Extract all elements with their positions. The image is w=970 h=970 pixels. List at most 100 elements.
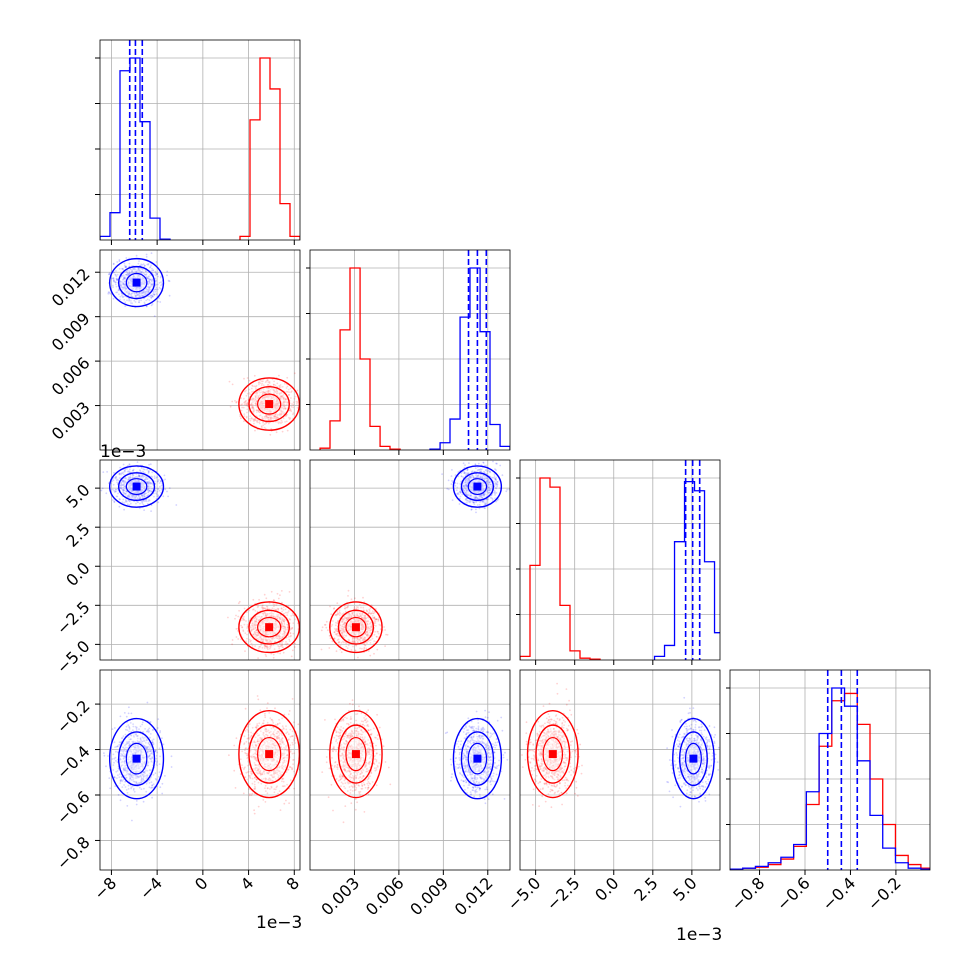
sample-point bbox=[161, 283, 163, 285]
sample-point bbox=[152, 269, 154, 272]
sample-point bbox=[149, 278, 151, 281]
sample-point bbox=[376, 648, 379, 651]
sample-point bbox=[129, 278, 132, 280]
sample-point bbox=[121, 294, 123, 297]
sample-point bbox=[227, 616, 229, 619]
sample-point bbox=[441, 473, 443, 475]
sample-point bbox=[134, 296, 137, 298]
sample-point bbox=[129, 293, 131, 295]
sample-point bbox=[115, 270, 117, 272]
sample-point bbox=[134, 288, 137, 291]
sample-point bbox=[243, 607, 246, 610]
sample-point bbox=[145, 292, 147, 295]
sample-point bbox=[134, 276, 136, 279]
sample-point bbox=[229, 405, 232, 408]
sample-point bbox=[153, 294, 156, 296]
sample-point bbox=[339, 648, 342, 651]
sample-point bbox=[152, 291, 155, 294]
sample-point bbox=[127, 281, 130, 284]
sample-point bbox=[144, 264, 146, 267]
sample-point bbox=[136, 274, 139, 277]
sample-point bbox=[128, 277, 131, 280]
sample-point bbox=[142, 280, 145, 283]
sample-point bbox=[121, 286, 124, 289]
sample-point bbox=[120, 286, 123, 289]
sample-point bbox=[123, 276, 125, 279]
sample-point bbox=[143, 281, 146, 284]
sample-point bbox=[150, 252, 153, 255]
sample-point bbox=[121, 275, 123, 278]
sample-point bbox=[141, 291, 144, 293]
sample-point bbox=[112, 262, 115, 265]
sample-point bbox=[300, 621, 302, 623]
sample-point bbox=[145, 256, 148, 258]
sample-point bbox=[244, 650, 246, 652]
sample-point bbox=[128, 273, 130, 275]
sample-point bbox=[135, 286, 138, 289]
sample-point bbox=[112, 279, 115, 282]
sample-point bbox=[116, 278, 119, 281]
sample-point bbox=[166, 274, 168, 277]
sample-point bbox=[131, 288, 134, 291]
sample-point bbox=[139, 269, 141, 272]
sample-point bbox=[131, 276, 134, 279]
sample-point bbox=[300, 605, 302, 607]
sample-point bbox=[123, 287, 125, 289]
sample-point bbox=[148, 286, 150, 288]
sample-point bbox=[113, 280, 115, 283]
sample-point bbox=[130, 244, 132, 246]
sample-point bbox=[135, 271, 138, 273]
sample-point bbox=[115, 285, 118, 288]
sample-point bbox=[159, 301, 162, 303]
sample-point bbox=[114, 274, 117, 276]
sample-point bbox=[228, 380, 231, 383]
sample-point bbox=[282, 651, 285, 654]
sample-point bbox=[499, 464, 502, 467]
sample-point bbox=[116, 278, 118, 280]
sample-point bbox=[153, 293, 156, 296]
sample-point bbox=[149, 266, 151, 269]
sample-point bbox=[147, 291, 150, 294]
sample-point bbox=[235, 614, 237, 617]
sample-point bbox=[128, 292, 131, 295]
sample-point bbox=[166, 270, 169, 273]
sample-point bbox=[151, 267, 153, 270]
sample-point bbox=[122, 288, 125, 290]
sample-point bbox=[127, 274, 129, 277]
sample-point bbox=[164, 478, 167, 481]
sample-point bbox=[132, 276, 135, 279]
sample-point bbox=[135, 273, 138, 276]
sample-point bbox=[369, 654, 372, 657]
sample-point bbox=[111, 499, 114, 501]
sample-point bbox=[108, 291, 111, 294]
sample-point bbox=[141, 294, 143, 297]
sample-point bbox=[354, 597, 356, 600]
sample-point bbox=[123, 277, 125, 280]
sample-point bbox=[143, 293, 146, 296]
sample-point bbox=[114, 281, 117, 284]
sample-point bbox=[237, 638, 240, 640]
sample-point bbox=[330, 613, 333, 616]
sample-point bbox=[336, 602, 339, 604]
sample-point bbox=[107, 292, 110, 295]
sample-point bbox=[139, 288, 142, 290]
sample-point bbox=[301, 629, 303, 631]
sample-point bbox=[145, 305, 148, 308]
sample-point bbox=[157, 501, 160, 504]
sample-point bbox=[501, 474, 504, 477]
sample-point bbox=[138, 301, 141, 304]
sample-point bbox=[132, 291, 134, 294]
sample-point bbox=[458, 503, 461, 505]
sample-point bbox=[139, 287, 142, 290]
sample-point bbox=[130, 280, 133, 283]
sample-point bbox=[129, 278, 131, 280]
sample-point bbox=[112, 277, 115, 279]
sample-point bbox=[155, 272, 158, 275]
sample-point bbox=[124, 287, 126, 289]
sample-point bbox=[116, 261, 119, 263]
sample-point bbox=[148, 463, 151, 466]
sample-point bbox=[238, 609, 241, 612]
sample-point bbox=[273, 599, 275, 602]
grid-layer bbox=[100, 40, 930, 870]
